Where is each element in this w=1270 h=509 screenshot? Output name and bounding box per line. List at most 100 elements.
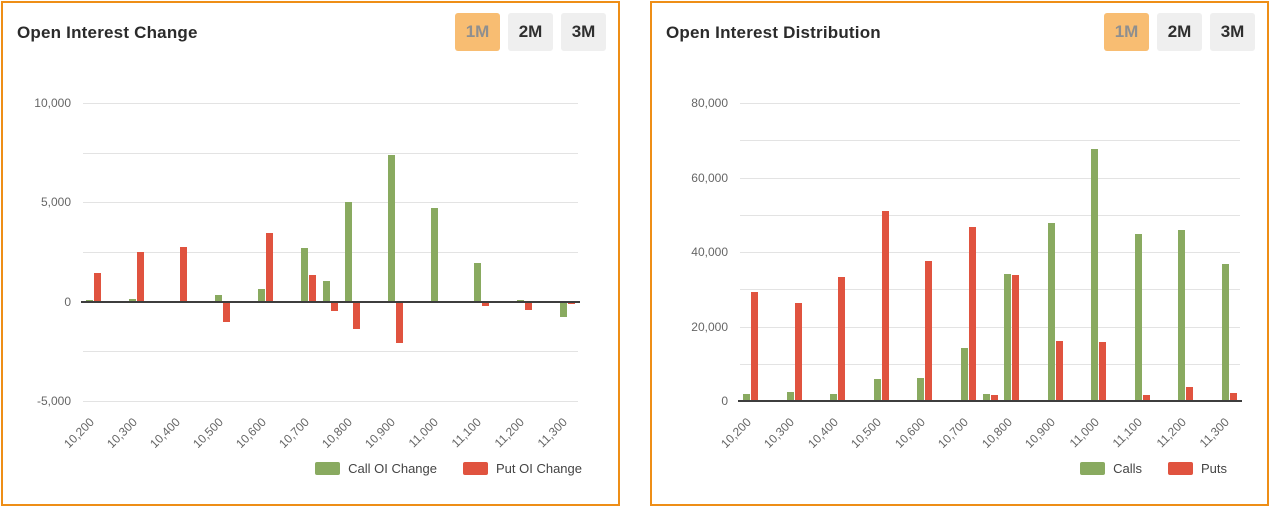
- page-title: Open Interest Change: [17, 23, 198, 42]
- gridline: [740, 364, 1240, 365]
- timeframe-3m-button[interactable]: 3M: [1210, 13, 1255, 51]
- call-bar[interactable]: [786, 392, 794, 401]
- put-bar[interactable]: [352, 301, 360, 330]
- put-bar[interactable]: [968, 227, 976, 401]
- call-bar[interactable]: [258, 288, 266, 302]
- put-bar[interactable]: [1055, 340, 1063, 401]
- legend-label: Calls: [1113, 461, 1142, 476]
- put-bar[interactable]: [331, 301, 338, 312]
- put-bar[interactable]: [180, 246, 188, 302]
- oi-distribution-header: Open Interest Distribution 1M 2M 3M: [652, 3, 1267, 51]
- legend-item[interactable]: Call OI Change: [315, 461, 437, 476]
- put-bar[interactable]: [137, 251, 145, 302]
- x-axis-tick-label: 10,400: [804, 415, 841, 451]
- call-bar[interactable]: [301, 248, 309, 302]
- put-bar[interactable]: [1142, 394, 1150, 401]
- put-bar[interactable]: [1012, 274, 1020, 401]
- x-axis-tick-label: 10,300: [761, 415, 798, 451]
- call-bar[interactable]: [473, 263, 481, 302]
- put-bar[interactable]: [1186, 387, 1194, 401]
- gridline: [83, 103, 578, 104]
- call-bar[interactable]: [1004, 273, 1012, 401]
- x-axis-tick-label: 11,300: [1196, 415, 1233, 451]
- call-bar[interactable]: [1221, 263, 1229, 401]
- put-bar[interactable]: [395, 301, 403, 343]
- put-bar[interactable]: [751, 292, 759, 401]
- timeframe-1m-button[interactable]: 1M: [455, 13, 500, 51]
- put-bar[interactable]: [94, 272, 102, 302]
- call-bar[interactable]: [1091, 148, 1099, 401]
- put-bar[interactable]: [794, 303, 802, 401]
- put-bar[interactable]: [266, 232, 274, 302]
- x-axis-tick-label: 10,400: [146, 415, 183, 451]
- call-bar[interactable]: [873, 379, 881, 401]
- x-axis-tick-label: 11,000: [1066, 415, 1102, 451]
- put-bar[interactable]: [925, 260, 933, 401]
- x-axis-tick-label: 10,200: [60, 415, 97, 451]
- call-bar[interactable]: [1047, 222, 1055, 401]
- call-bar[interactable]: [982, 394, 990, 401]
- call-bar[interactable]: [430, 207, 438, 302]
- x-axis-tick-label: 10,800: [319, 415, 355, 451]
- y-axis-tick-label: 5,000: [40, 195, 71, 210]
- y-axis-tick-label: 10,000: [34, 96, 71, 110]
- call-bar[interactable]: [129, 298, 137, 302]
- call-bar[interactable]: [344, 202, 352, 302]
- oi-change-panel: Open Interest Change 1M 2M 3M -5,000 0 5,0…: [1, 1, 620, 506]
- call-bar[interactable]: [743, 393, 751, 401]
- call-bar[interactable]: [559, 301, 567, 317]
- put-bar[interactable]: [990, 395, 998, 401]
- x-axis-tick-label: 10,800: [978, 415, 1015, 451]
- timeframe-buttons: 1M 2M 3M: [1104, 13, 1255, 51]
- timeframe-2m-button[interactable]: 2M: [508, 13, 553, 51]
- gridline: [740, 327, 1240, 328]
- put-bar[interactable]: [481, 301, 489, 307]
- oi-change-chart: -5,000 0 5,000 10,000 10,200 10,300 10,400 10,5…: [3, 3, 618, 504]
- gridline: [740, 289, 1240, 290]
- gridline: [83, 252, 578, 253]
- oi-distribution-legend: Calls Puts: [1080, 461, 1227, 476]
- x-axis-tick-label: 10,700: [935, 415, 972, 451]
- y-axis-tick-label: 20,000: [691, 319, 728, 334]
- call-bar[interactable]: [1178, 229, 1186, 401]
- timeframe-2m-button[interactable]: 2M: [1157, 13, 1202, 51]
- put-bar[interactable]: [309, 275, 317, 302]
- put-bar[interactable]: [838, 276, 846, 401]
- x-axis-tick-label: 10,700: [276, 415, 312, 451]
- put-bar[interactable]: [524, 301, 532, 310]
- page-title: Open Interest Distribution: [666, 23, 881, 42]
- x-axis-tick-label: 10,300: [103, 415, 140, 451]
- x-axis-tick-label: 11,300: [534, 415, 571, 451]
- legend-item[interactable]: Puts: [1167, 461, 1227, 476]
- x-axis-line: [81, 300, 580, 303]
- call-bar[interactable]: [1134, 234, 1142, 401]
- legend-item[interactable]: Calls: [1080, 461, 1142, 476]
- oi-distribution-panel: Open Interest Distribution 1M 2M 3M 0 20,…: [650, 1, 1269, 506]
- timeframe-3m-button[interactable]: 3M: [561, 13, 606, 51]
- gridline: [740, 178, 1240, 179]
- y-axis-tick-label: 0: [64, 294, 71, 309]
- call-bar[interactable]: [215, 295, 223, 302]
- x-axis-line: [738, 400, 1242, 402]
- call-bar[interactable]: [917, 377, 925, 401]
- oi-distribution-chart: 0 20,000 40,000 60,000 80,000 10,200 10,300 10,…: [652, 3, 1267, 504]
- x-axis-tick-label: 10,500: [848, 415, 885, 451]
- gridline: [83, 202, 578, 203]
- put-bar[interactable]: [1099, 342, 1107, 401]
- call-bar[interactable]: [387, 155, 395, 302]
- call-bar[interactable]: [960, 347, 968, 401]
- put-bar[interactable]: [881, 211, 889, 401]
- y-axis-tick-label: 80,000: [691, 96, 728, 110]
- x-axis-tick-label: 10,500: [189, 415, 226, 451]
- timeframe-1m-button[interactable]: 1M: [1104, 13, 1149, 51]
- gridline: [83, 153, 578, 154]
- put-bar[interactable]: [1229, 392, 1237, 401]
- call-bar[interactable]: [830, 393, 838, 401]
- legend-swatch: [463, 462, 488, 475]
- oi-change-legend: Call OI Change Put OI Change: [315, 461, 582, 476]
- legend-item[interactable]: Put OI Change: [463, 461, 582, 476]
- put-bar[interactable]: [223, 301, 231, 322]
- x-axis-tick-label: 11,000: [405, 415, 442, 451]
- call-bar[interactable]: [323, 281, 330, 302]
- timeframe-buttons: 1M 2M 3M: [455, 13, 606, 51]
